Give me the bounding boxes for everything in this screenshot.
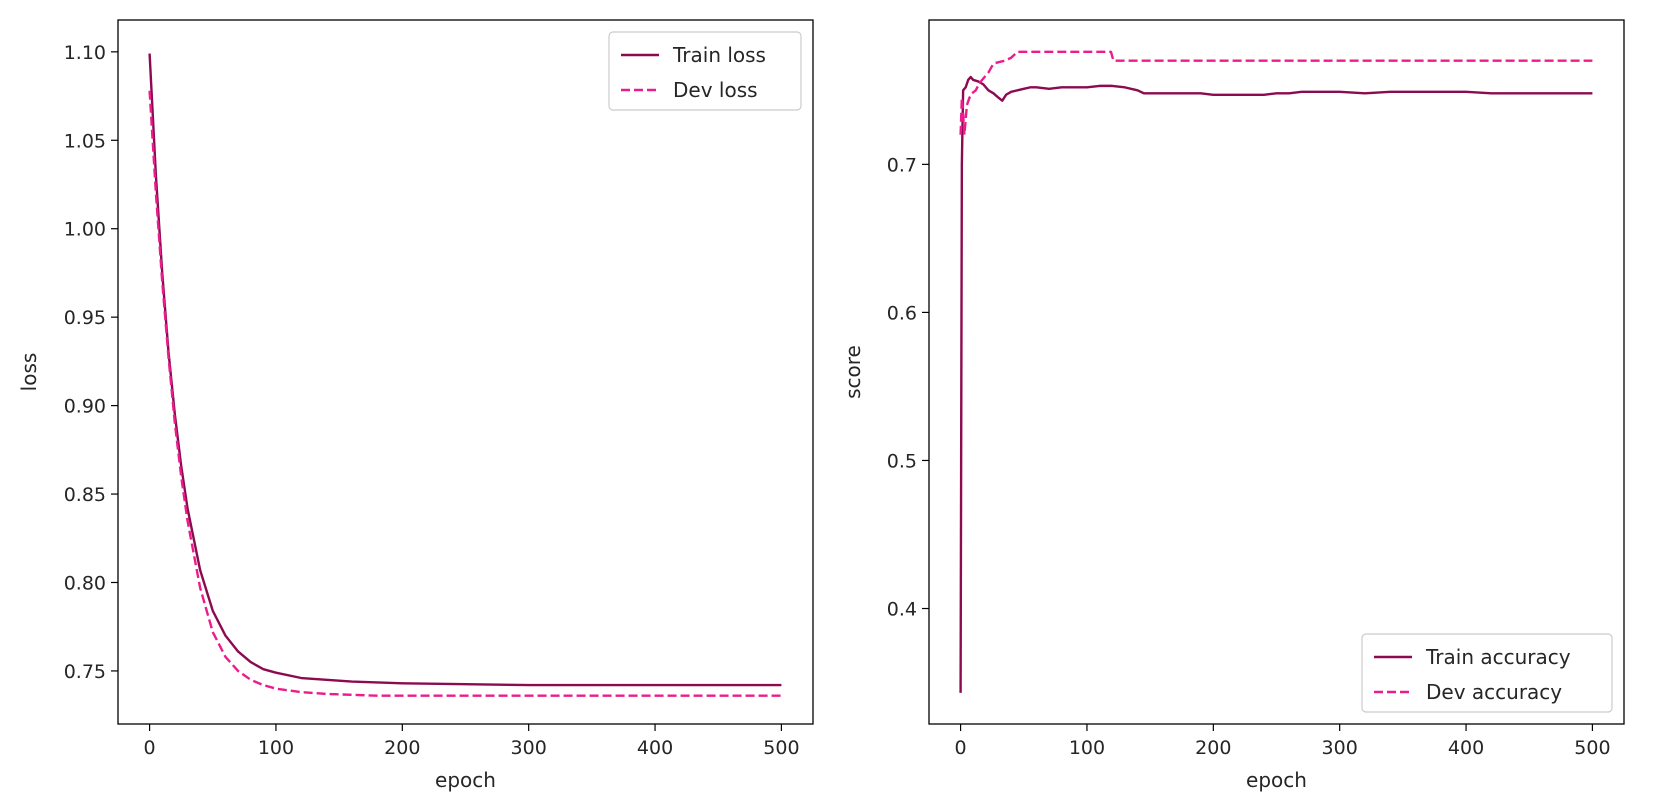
y-axis-label: loss	[17, 353, 41, 392]
y-tick-label: 0.90	[64, 396, 106, 418]
x-axis-label: epoch	[435, 768, 496, 792]
y-tick-label: 0.80	[64, 572, 106, 594]
series-line-train-loss	[148, 53, 782, 687]
axes-frame	[928, 19, 1625, 725]
x-tick-label: 300	[511, 737, 547, 759]
y-tick-label: 1.00	[64, 219, 106, 241]
x-tick-label: 100	[258, 737, 294, 759]
x-tick-label: 500	[763, 737, 799, 759]
y-tick-label: 0.95	[64, 307, 106, 329]
loss-chart: 0 100 200 300 400 500 0.75 0.80 0.85 0.90 0.95 1.00…	[17, 19, 814, 792]
x-tick-label: 0	[144, 737, 156, 759]
x-tick-label: 400	[637, 737, 673, 759]
series-line-dev-accuracy	[959, 50, 1593, 136]
y-tick-label: 0.85	[64, 484, 106, 506]
x-tick-label: 200	[1195, 737, 1231, 759]
x-tick-label: 200	[384, 737, 420, 759]
x-tick-label: 400	[1448, 737, 1484, 759]
x-tick-label: 300	[1322, 737, 1358, 759]
x-tick-label: 0	[955, 737, 967, 759]
series-line-train-accuracy	[959, 75, 1593, 693]
axes-frame	[117, 19, 814, 725]
x-tick-label: 100	[1069, 737, 1105, 759]
legend-frame	[1361, 633, 1613, 713]
legend-label: Dev loss	[673, 78, 758, 102]
y-tick-label: 0.7	[887, 154, 917, 176]
y-tick-label: 1.05	[64, 130, 106, 152]
accuracy-chart: 0 100 200 300 400 500 0.4 0.5 0.6 0.7 epoch score Tr…	[841, 19, 1625, 792]
y-tick-label: 0.75	[64, 661, 106, 683]
y-axis-label: score	[841, 345, 865, 399]
y-tick-label: 0.4	[887, 599, 917, 621]
x-tick-label: 500	[1574, 737, 1610, 759]
y-tick-label: 1.10	[64, 42, 106, 64]
y-tick-label: 0.5	[887, 450, 917, 472]
legend: Train accuracy Dev accuracy	[1361, 633, 1613, 713]
legend-label: Train loss	[672, 43, 766, 67]
x-axis-label: epoch	[1246, 768, 1307, 792]
legend-frame	[608, 31, 802, 111]
y-tick-label: 0.6	[887, 302, 917, 324]
legend-label: Dev accuracy	[1426, 680, 1562, 704]
legend-label: Train accuracy	[1425, 645, 1571, 669]
series-line-dev-loss	[148, 90, 782, 697]
legend: Train loss Dev loss	[608, 31, 802, 111]
